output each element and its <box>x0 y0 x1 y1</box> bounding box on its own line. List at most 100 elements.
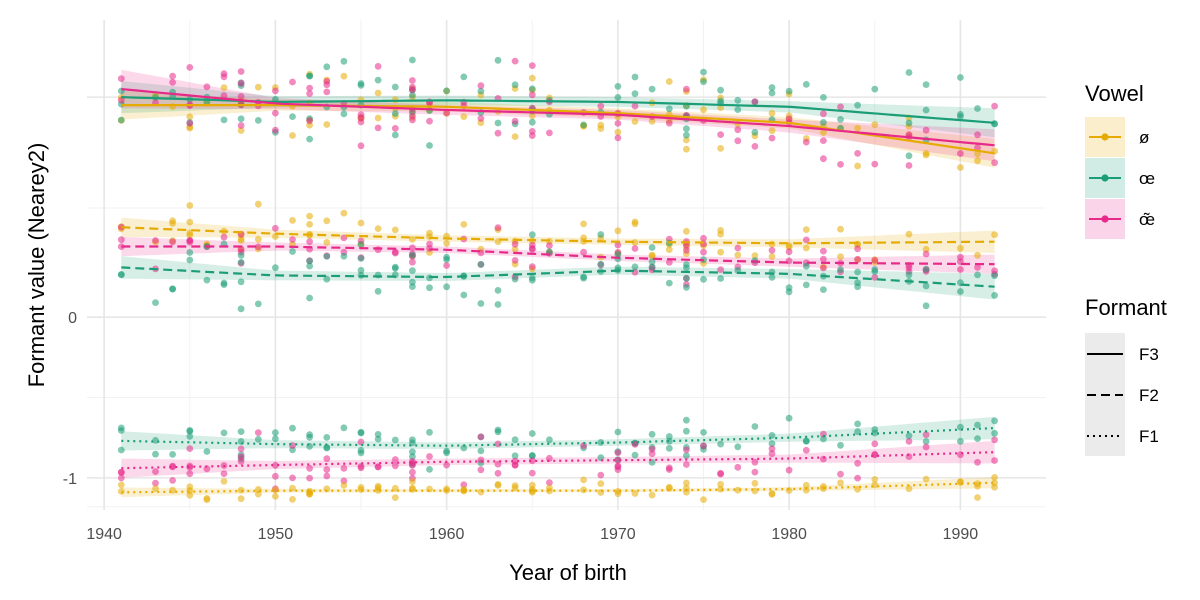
data-point <box>683 136 690 144</box>
data-point <box>494 469 502 477</box>
data-point <box>443 87 450 95</box>
data-point <box>357 111 365 119</box>
data-point <box>768 127 776 135</box>
data-point <box>854 150 861 157</box>
data-point <box>254 429 262 436</box>
data-point <box>117 424 125 432</box>
data-point <box>460 291 468 299</box>
data-point <box>802 226 810 234</box>
data-point <box>494 426 502 434</box>
data-point <box>905 69 913 76</box>
legend-key-point <box>1101 133 1109 141</box>
data-point <box>237 445 245 453</box>
data-point <box>614 463 622 471</box>
y-tick-label: 0 <box>68 310 77 327</box>
data-point <box>426 453 433 460</box>
data-point <box>272 233 279 240</box>
data-point <box>186 445 194 452</box>
data-point <box>614 134 622 142</box>
data-point <box>460 73 468 81</box>
data-point <box>306 90 313 97</box>
data-point <box>409 457 416 465</box>
data-point <box>665 464 673 472</box>
data-point <box>905 485 913 493</box>
data-point <box>991 474 998 481</box>
data-point <box>683 461 690 468</box>
data-point <box>203 276 211 284</box>
data-point <box>734 126 742 134</box>
data-point <box>220 478 228 485</box>
data-point <box>409 448 416 456</box>
data-point <box>357 438 365 446</box>
data-point <box>683 275 690 282</box>
data-point <box>340 57 348 65</box>
data-point <box>152 299 159 306</box>
data-point <box>374 89 382 97</box>
data-point <box>374 431 382 438</box>
data-point <box>648 491 656 499</box>
data-point <box>768 490 776 497</box>
confidence-band <box>121 416 995 451</box>
confidence-band <box>121 69 995 162</box>
data-point <box>785 288 793 296</box>
confidence-band <box>121 440 995 478</box>
data-point <box>820 255 827 263</box>
data-point <box>768 84 776 91</box>
data-point <box>289 496 296 503</box>
data-point <box>186 120 194 127</box>
data-point <box>991 231 998 239</box>
data-point <box>357 219 365 227</box>
data-point <box>528 85 536 93</box>
data-point <box>785 466 793 474</box>
data-point <box>922 438 930 445</box>
data-point <box>751 252 759 259</box>
data-point <box>717 440 724 448</box>
data-point <box>854 474 861 482</box>
data-point <box>768 89 776 97</box>
data-point <box>528 487 536 495</box>
legend-title: Formant <box>1085 295 1167 320</box>
data-point <box>922 245 930 253</box>
data-point <box>391 462 399 470</box>
data-point <box>683 427 690 435</box>
data-point <box>614 449 622 457</box>
data-point <box>528 91 536 99</box>
data-point <box>546 242 553 250</box>
data-point <box>871 440 879 448</box>
data-point <box>272 264 279 272</box>
data-point <box>751 143 759 150</box>
legend-key-point <box>1101 174 1109 182</box>
tick-labels: 1940 1950 1960 1970 1980 1990 0 -1 <box>63 310 979 543</box>
data-point <box>871 274 879 281</box>
data-point <box>186 427 194 434</box>
data-point <box>820 247 827 255</box>
confidence-band <box>121 90 995 168</box>
data-point <box>580 248 587 256</box>
x-tick-label: 1970 <box>600 526 636 543</box>
data-point <box>391 265 399 272</box>
data-point <box>323 466 331 473</box>
data-point <box>700 234 707 242</box>
data-point <box>837 103 844 111</box>
data-point <box>374 463 382 471</box>
data-point <box>785 414 793 422</box>
data-point <box>117 481 125 489</box>
data-point <box>152 479 159 487</box>
data-point <box>306 474 313 482</box>
data-point <box>426 117 433 125</box>
data-point <box>683 416 690 424</box>
data-point <box>957 150 964 157</box>
data-point <box>289 442 296 449</box>
data-point <box>323 63 331 71</box>
data-point <box>272 492 279 500</box>
data-point <box>905 162 913 169</box>
data-point <box>357 446 365 454</box>
data-point <box>700 68 707 76</box>
data-point <box>648 117 656 125</box>
data-point <box>254 490 262 498</box>
data-point <box>409 56 416 64</box>
data-point <box>323 88 331 96</box>
data-point <box>443 109 450 117</box>
data-point <box>751 458 759 466</box>
data-point <box>460 481 468 489</box>
